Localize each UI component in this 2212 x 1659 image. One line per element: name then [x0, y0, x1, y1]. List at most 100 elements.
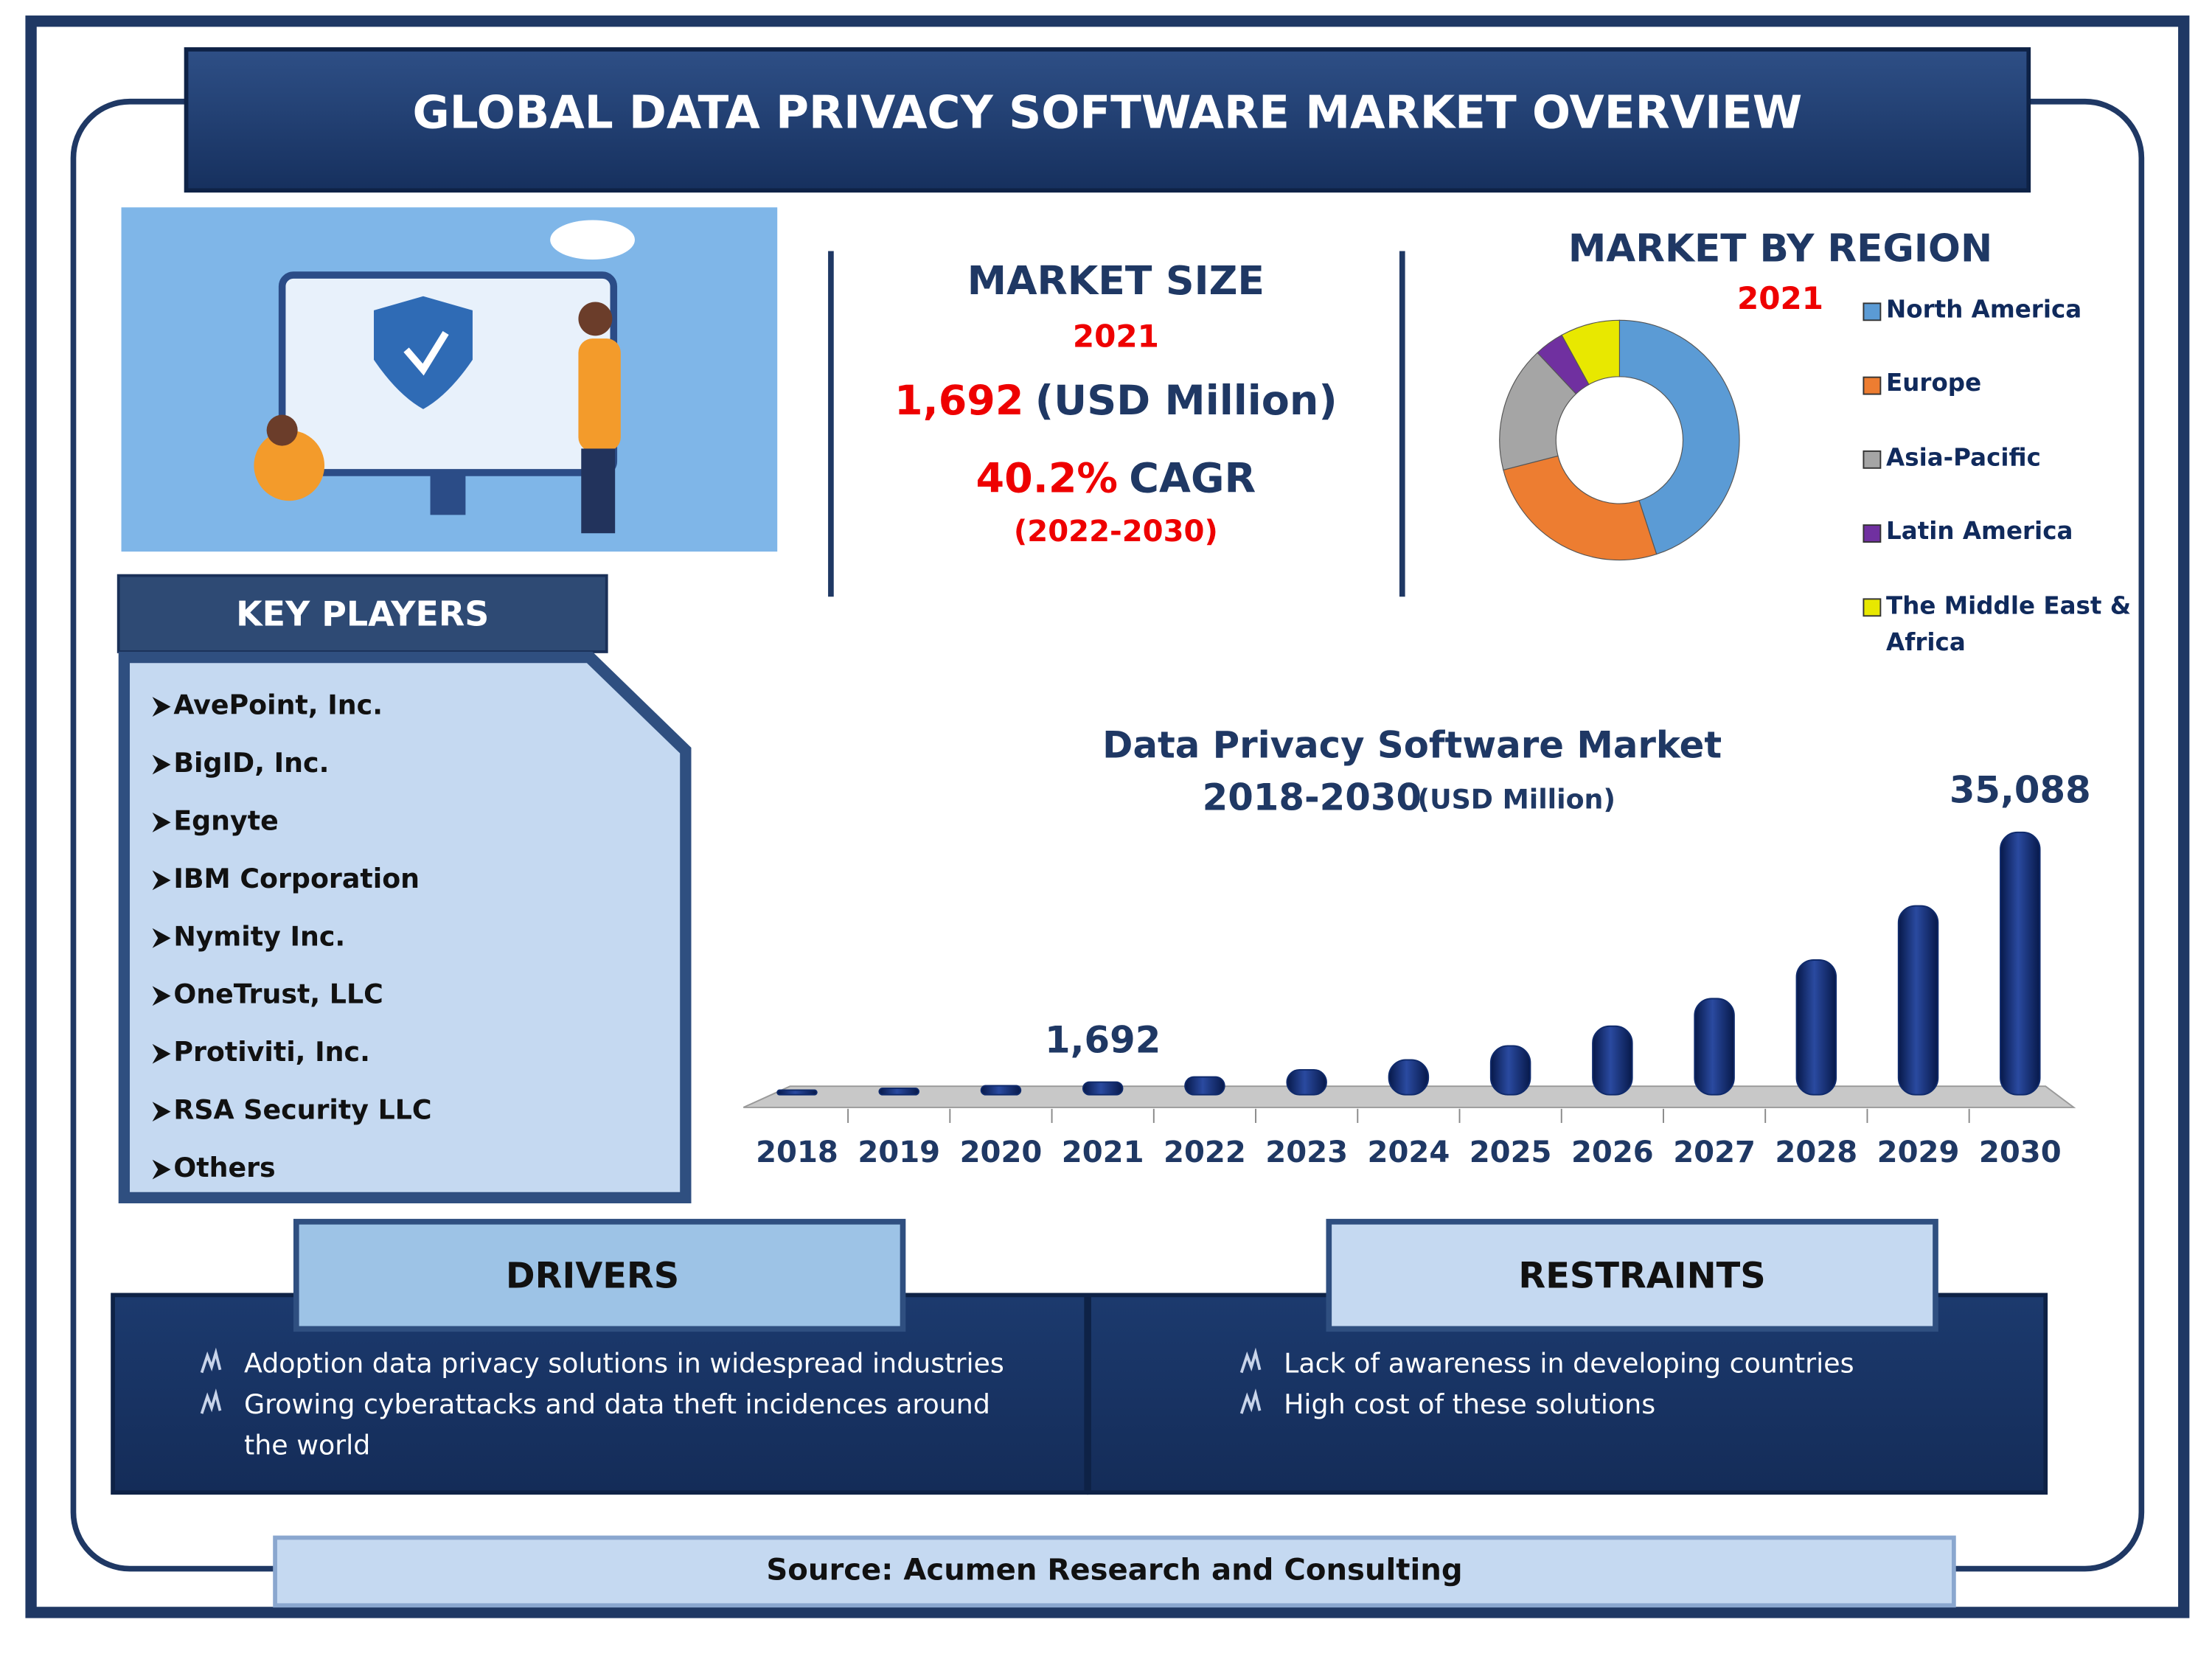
legend-label: Asia-Pacific — [1886, 444, 2041, 473]
bullet-arrow — [152, 928, 171, 948]
legend-swatch — [1863, 450, 1882, 469]
key-player: OneTrust, LLC — [173, 978, 383, 1010]
list-item-box: Lack of awareness in developing countrie… — [1284, 1349, 1854, 1380]
bullet-arrow — [152, 1102, 171, 1122]
bullet-icon — [1239, 1388, 1262, 1414]
illustration — [121, 207, 778, 552]
key-player: Nymity Inc. — [173, 920, 345, 952]
market-size-unit: (USD Million) — [1035, 378, 1338, 425]
bar — [1592, 1025, 1633, 1096]
bar — [878, 1088, 919, 1096]
source: Source: Acumen Research and Consulting — [766, 1553, 1462, 1587]
key-players-header — [116, 574, 608, 653]
page-title: GLOBAL DATA PRIVACY SOFTWARE MARKET OVER… — [413, 86, 1803, 139]
market-size-value: 1,692 — [894, 378, 1023, 425]
key-players-title: KEY PLAYERS — [236, 594, 489, 634]
bar — [1082, 1081, 1124, 1096]
bullet-arrow — [152, 813, 171, 832]
x-tick-label: 2025 — [1470, 1135, 1552, 1169]
bar — [2000, 831, 2041, 1096]
outer-frame — [25, 15, 2190, 1618]
list-item: Lack of awareness in developing countrie… — [1284, 1349, 1854, 1380]
key-players-box — [130, 663, 681, 1192]
bullet-arrow — [152, 1043, 171, 1064]
list-item: Adoption data privacy solutions in wides… — [243, 1349, 1004, 1380]
key-player: IBM Corporation — [173, 863, 420, 894]
legend-label-box: North America — [1886, 296, 2082, 325]
donut-slice — [1561, 319, 1621, 386]
bullet-arrow — [152, 1159, 171, 1180]
chart-title: Data Privacy Software Market — [1102, 724, 1722, 767]
legend-label-box: The Middle East & Africa — [1886, 592, 2131, 657]
bar — [1286, 1069, 1327, 1096]
x-tick-label: 2020 — [960, 1135, 1043, 1169]
title-banner — [184, 47, 2031, 193]
market-size-line: 1,692 (USD Million) — [894, 378, 1338, 425]
x-tick-label: 2022 — [1164, 1135, 1246, 1169]
legend-label: North America — [1886, 296, 2082, 325]
legend-label-box: Asia-Pacific — [1886, 444, 2041, 473]
x-tick-label: 2018 — [756, 1135, 838, 1169]
chart-title: MARKET BY REGION — [1568, 227, 1992, 271]
bullet-icon — [200, 1347, 222, 1374]
x-tick-label: 2019 — [858, 1135, 940, 1169]
legend-swatch — [1863, 376, 1882, 395]
legend-label: Europe — [1886, 370, 1982, 399]
bar — [1184, 1076, 1225, 1096]
drivers-header — [293, 1219, 906, 1332]
legend-label-box: Europe — [1886, 370, 1982, 399]
data-label: 35,088 — [1950, 769, 2091, 812]
cagr-line: 40.2% CAGR — [976, 456, 1256, 503]
key-player: Egnyte — [173, 804, 278, 836]
donut-slice — [1503, 455, 1658, 561]
floor — [742, 1085, 2076, 1108]
restraints-title: RESTRAINTS — [1518, 1256, 1765, 1296]
bullet-arrow — [152, 697, 171, 717]
bullet-icon — [1239, 1347, 1262, 1374]
bullet-icon — [200, 1388, 222, 1414]
source-bar — [273, 1535, 1956, 1608]
list-item-box: High cost of these solutions — [1284, 1389, 1656, 1421]
bar — [1388, 1059, 1430, 1096]
list-item-box: Growing cyberattacks and data theft inci… — [243, 1389, 990, 1462]
bar — [1795, 959, 1837, 1096]
bar — [1897, 905, 1939, 1096]
bar — [1489, 1045, 1531, 1096]
chart-subtitle: 2021 — [1737, 280, 1823, 316]
donut-slice — [1499, 352, 1577, 471]
list-item: Growing cyberattacks and data theft inci… — [243, 1389, 990, 1462]
cagr-label: CAGR — [1129, 456, 1256, 503]
list-item: High cost of these solutions — [1284, 1389, 1656, 1421]
market-size-year: 2021 — [1073, 319, 1159, 355]
drivers-title: DRIVERS — [506, 1256, 679, 1296]
legend-swatch — [1863, 524, 1882, 543]
legend-swatch — [1863, 598, 1882, 617]
x-tick-label: 2024 — [1368, 1135, 1450, 1169]
cagr-value: 40.2% — [976, 456, 1118, 503]
donut-slice — [1618, 319, 1740, 555]
key-player: AvePoint, Inc. — [173, 689, 383, 721]
bullet-arrow — [152, 754, 171, 775]
chart-unit: (USD Million) — [1417, 784, 1615, 815]
x-tick-label: 2023 — [1265, 1135, 1348, 1169]
x-tick-label: 2030 — [1979, 1135, 2062, 1169]
market-size-title: MARKET SIZE — [967, 257, 1265, 304]
bar — [776, 1089, 818, 1096]
bar — [980, 1085, 1022, 1096]
restraints-header — [1326, 1219, 1938, 1332]
bullet-arrow — [152, 986, 171, 1006]
key-player: Protiviti, Inc. — [173, 1036, 370, 1068]
cagr-period: (2022-2030) — [1014, 515, 1218, 549]
x-tick-label: 2027 — [1673, 1135, 1756, 1169]
legend-label-box: Latin America — [1886, 518, 2073, 546]
x-tick-label: 2026 — [1571, 1135, 1654, 1169]
data-label: 1,692 — [1045, 1018, 1161, 1061]
legend-swatch — [1863, 302, 1882, 321]
key-player: RSA Security LLC — [173, 1094, 431, 1126]
legend-label: Latin America — [1886, 518, 2073, 546]
bar — [1694, 998, 1735, 1096]
x-tick-label: 2028 — [1775, 1135, 1857, 1169]
key-player: Others — [173, 1152, 275, 1183]
